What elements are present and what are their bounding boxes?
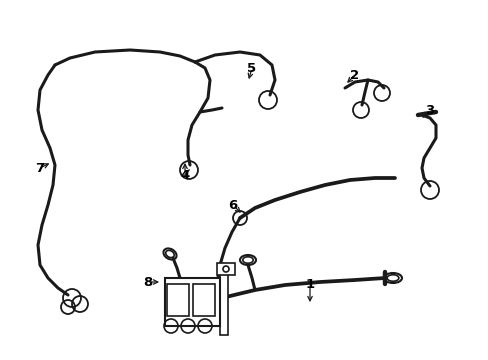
Text: 7: 7 [35,162,44,175]
Text: 3: 3 [425,104,434,117]
Text: 8: 8 [143,275,152,288]
Text: 5: 5 [247,62,256,75]
Text: 6: 6 [228,198,237,212]
Bar [220,270,227,335]
Bar [164,278,220,326]
Bar [193,284,215,316]
Text: 1: 1 [305,279,314,292]
Text: 4: 4 [180,168,189,181]
Bar [167,284,189,316]
Bar [217,263,235,275]
Text: 2: 2 [350,68,359,81]
